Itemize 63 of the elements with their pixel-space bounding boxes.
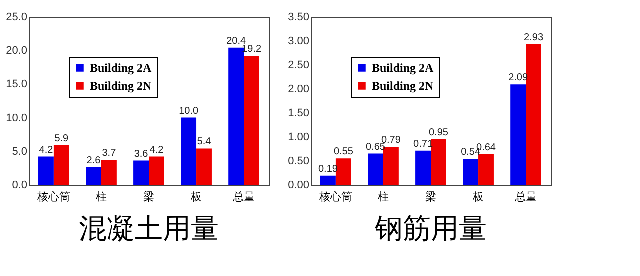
data-label: 2.6: [86, 156, 102, 167]
bar: [368, 154, 384, 185]
bar: [149, 156, 164, 185]
bar: [463, 159, 479, 185]
bar: [478, 154, 494, 185]
bar: [510, 84, 526, 185]
x-tick-label: 梁: [144, 190, 154, 204]
y-tick-label: 25.0: [6, 12, 28, 24]
y-tick-label: 0.00: [288, 180, 310, 192]
x-tick-label: 柱: [96, 190, 107, 204]
y-tick-label: 5.0: [12, 146, 28, 158]
x-tick-label: 总量: [232, 190, 256, 204]
x-tick-label: 板: [472, 190, 484, 204]
legend-label: Building 2A: [90, 61, 152, 75]
data-label: 0.65: [366, 142, 386, 153]
bar: [416, 150, 431, 185]
x-tick-label: 梁: [426, 190, 436, 204]
bar: [86, 168, 102, 185]
bar: [526, 44, 542, 185]
bar: [38, 156, 54, 185]
data-label: 5.9: [54, 133, 70, 144]
data-label: 0.55: [334, 146, 354, 158]
x-tick-label: 柱: [378, 190, 389, 204]
data-label: 0.95: [428, 127, 449, 138]
text: 混凝土用量: [79, 212, 219, 245]
bar: [383, 147, 399, 185]
data-label: 3.6: [134, 148, 149, 160]
bar: [244, 56, 260, 185]
y-tick-label: 2.50: [288, 60, 310, 72]
y-tick-label: 10.0: [6, 112, 28, 124]
data-label: 4.2: [39, 144, 54, 156]
y-tick-label: 0.50: [288, 156, 310, 168]
legend-label: Building 2N: [372, 79, 434, 93]
data-label: 4.2: [150, 144, 164, 156]
y-tick-label: 3.00: [288, 36, 310, 48]
y-tick-label: 1.00: [288, 132, 310, 144]
y-tick-label: 15.0: [6, 78, 28, 91]
x-tick-label: 总量: [514, 190, 538, 204]
x-tick-label: 核心筒: [318, 190, 352, 204]
bar: [101, 160, 117, 185]
data-label: 3.7: [102, 148, 117, 160]
bar: [134, 160, 149, 185]
text: 钢筋用量: [374, 212, 487, 245]
x-tick-label: 核心筒: [36, 190, 70, 204]
legend-label: Building 2N: [90, 79, 152, 93]
y-tick-label: 1.50: [288, 108, 310, 120]
y-tick-label: 3.50: [288, 12, 310, 24]
y-tick-label: 20.0: [6, 45, 28, 58]
bar: [320, 176, 336, 185]
bar: [228, 48, 244, 185]
y-tick-label: 0.0: [12, 180, 28, 192]
data-label: 19.2: [242, 44, 262, 55]
data-label: 5.4: [197, 136, 212, 148]
y-tick-label: 2.00: [288, 84, 310, 96]
x-tick-label: 板: [190, 190, 202, 204]
data-label: 2.93: [524, 32, 544, 44]
bar: [336, 158, 352, 185]
bar: [196, 148, 212, 185]
bar: [54, 145, 70, 185]
data-label: 10.0: [179, 106, 199, 117]
bar: [431, 139, 446, 185]
legend-label: Building 2A: [372, 61, 434, 75]
bar: [181, 118, 197, 185]
